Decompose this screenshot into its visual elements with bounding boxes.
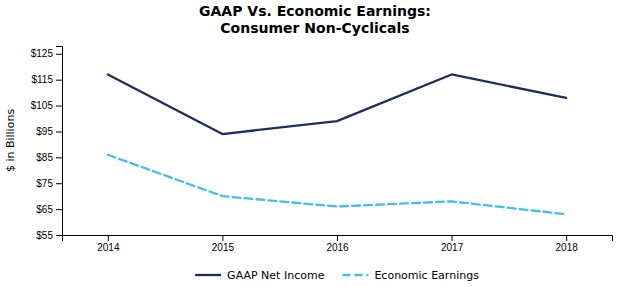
tick-label: 2016 (326, 242, 349, 253)
tick: $125 (31, 48, 62, 59)
tick-label: 2015 (212, 242, 235, 253)
tick-mark (56, 183, 62, 184)
tick-label: $55 (36, 230, 53, 241)
tick-mark (56, 131, 62, 132)
subtitle: Consumer Non-Cyclicals (220, 20, 409, 36)
axis-line (56, 47, 63, 236)
tick: $105 (31, 100, 62, 111)
legend-swatch (342, 274, 368, 276)
legend: GAAP Net Income Economic Earnings (195, 269, 479, 282)
tick-mark (452, 235, 453, 241)
tick-label: $95 (36, 126, 53, 137)
tick-label: $75 (36, 178, 53, 189)
tick-mark (56, 157, 62, 158)
tick-label: $105 (31, 100, 54, 111)
tick-mark (56, 80, 62, 81)
lines (108, 74, 566, 214)
tick: $55 (36, 230, 62, 241)
legend-label: GAAP Net Income (227, 269, 325, 282)
tick: $95 (36, 126, 62, 137)
tick-label: 2017 (441, 242, 464, 253)
tick-mark (56, 54, 62, 55)
tick-label: $65 (36, 204, 53, 215)
series-line (108, 155, 566, 215)
x-axis: 2014 2015 2016 2017 2018 (63, 235, 613, 253)
legend-item: GAAP Net Income (195, 269, 325, 282)
series-line (108, 74, 566, 134)
tick: $75 (36, 178, 62, 189)
axis-line (63, 236, 613, 242)
y-axis-title: $ in Billions (4, 109, 17, 172)
tick-mark (222, 235, 223, 241)
tick-mark (566, 235, 567, 241)
tick: $85 (36, 152, 62, 163)
tick-mark (56, 209, 62, 210)
tick: 2014 (97, 235, 120, 253)
tick: $65 (36, 204, 62, 215)
tick-mark (56, 235, 62, 236)
tick: 2018 (556, 235, 579, 253)
tick-label: 2014 (97, 242, 120, 253)
title: GAAP Vs. Economic Earnings: (199, 3, 431, 19)
tick: 2016 (326, 235, 349, 253)
plot: 20142015201620172018$55$65$75$85$95$105$… (31, 47, 613, 254)
tick-label: $115 (31, 74, 53, 85)
tick-mark (56, 106, 62, 107)
tick-label: $85 (36, 152, 53, 163)
tick-label: $125 (31, 48, 54, 59)
legend-swatch (195, 274, 221, 276)
tick: 2015 (212, 235, 235, 253)
legend-label: Economic Earnings (374, 269, 479, 282)
chart: GAAP Vs. Economic Earnings:Consumer Non-… (0, 0, 630, 287)
tick-mark (108, 235, 109, 241)
y-axis: $55 $65 $75 $85 $95 $105 $115 $125 (31, 47, 63, 241)
tick: 2017 (441, 235, 464, 253)
tick-label: 2018 (556, 242, 579, 253)
tick: $115 (31, 74, 62, 85)
legend-item: Economic Earnings (342, 269, 479, 282)
tick-mark (337, 235, 338, 241)
